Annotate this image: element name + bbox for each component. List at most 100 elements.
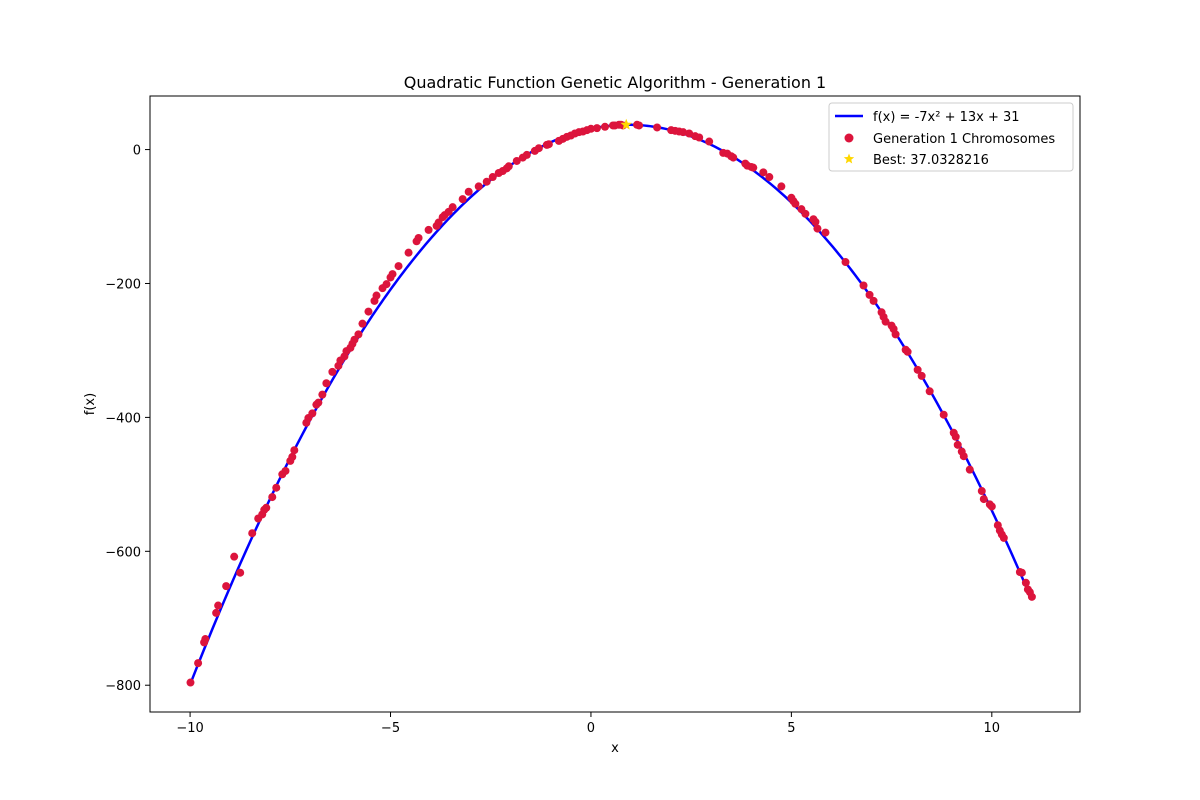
chromosome-point (1017, 568, 1026, 577)
chromosome-point (522, 150, 531, 159)
chromosome-point (482, 177, 491, 186)
chromosome-point (414, 233, 423, 242)
y-tick-label: −600 (105, 545, 141, 560)
chromosome-point (328, 367, 337, 376)
legend-best-swatch (843, 153, 855, 164)
chromosome-point (404, 248, 413, 257)
chromosome-point (917, 371, 926, 380)
y-tick-label: −400 (105, 411, 141, 426)
chromosome-point (322, 379, 331, 388)
chromosome-point (999, 533, 1008, 542)
chromosome-point (977, 487, 986, 496)
chromosome-point (354, 330, 363, 339)
plot-area (186, 118, 1036, 687)
chromosome-point (679, 128, 688, 137)
x-axis: −10 −5 0 5 10 (176, 712, 1000, 736)
y-tick-label: −800 (105, 679, 141, 694)
chromosome-point (749, 163, 758, 172)
chromosome-point (534, 144, 543, 153)
chromosome-point (759, 168, 768, 177)
chromosome-point (272, 483, 281, 492)
chromosome-point (925, 387, 934, 396)
chromosome-point (729, 153, 738, 162)
best-point (620, 118, 632, 130)
chromosome-point (865, 290, 874, 299)
chromosome-point (364, 307, 373, 316)
chromosome-point (959, 452, 968, 461)
chromosome-point (869, 296, 878, 305)
chromosome-point (953, 440, 962, 449)
chromosome-point (288, 452, 297, 461)
chromosome-point (1027, 592, 1036, 601)
y-axis-label: f(x) (83, 393, 98, 415)
legend-best-label: Best: 37.0328216 (873, 153, 989, 168)
chromosome-point (791, 199, 800, 208)
chart-title: Quadratic Function Genetic Algorithm - G… (404, 73, 826, 92)
x-tick-label: −5 (381, 721, 400, 736)
chromosome-point (685, 129, 694, 138)
chromosome-points (186, 120, 1036, 687)
chromosome-point (230, 552, 239, 561)
legend-curve-label: f(x) = -7x² + 13x + 31 (873, 110, 1020, 125)
chromosome-point (913, 365, 922, 374)
legend-chromosome-label: Generation 1 Chromosomes (873, 132, 1055, 147)
chromosome-point (695, 133, 704, 142)
plot-frame (149, 95, 1081, 713)
chromosome-point (222, 582, 231, 591)
chromosome-point (987, 502, 996, 511)
chromosome-point (592, 124, 601, 133)
chromosome-point (811, 217, 820, 226)
chromosome-point (841, 258, 850, 267)
chromosome-point (903, 347, 912, 356)
chromosome-point (314, 398, 323, 407)
x-tick-label: 10 (984, 721, 1001, 736)
chromosome-point (290, 446, 299, 455)
chromosome-point (653, 123, 662, 132)
chromosome-point (281, 466, 290, 475)
chromosome-point (474, 182, 483, 191)
chromosome-point (600, 122, 609, 131)
chromosome-point (186, 678, 195, 687)
chromosome-point (262, 503, 271, 512)
chromosome-point (765, 173, 774, 182)
y-axis: −800 −600 −400 −200 0 (105, 144, 150, 694)
chromosome-point (214, 601, 223, 610)
x-tick-label: 5 (787, 721, 795, 736)
chromosome-point (939, 410, 948, 419)
chromosome-point (965, 465, 974, 474)
chromosome-point (394, 262, 403, 271)
chromosome-point (236, 568, 245, 577)
chromosome-point (212, 608, 221, 617)
chromosome-point (201, 635, 210, 644)
chromosome-point (458, 195, 467, 204)
chromosome-point (586, 124, 595, 133)
chromosome-point (372, 291, 381, 300)
x-tick-label: −10 (176, 721, 203, 736)
chromosome-point (1021, 578, 1030, 587)
chromosome-point (512, 156, 521, 165)
chromosome-point (424, 225, 433, 234)
chromosome-point (979, 495, 988, 504)
chromosome-point (504, 162, 513, 171)
chromosome-point (544, 140, 553, 149)
chromosome-point (318, 390, 327, 399)
chromosome-point (388, 270, 397, 279)
chromosome-point (777, 182, 786, 191)
chromosome-point (488, 173, 497, 182)
chromosome-point (951, 432, 960, 441)
chromosome-point (705, 137, 714, 146)
legend-box (828, 102, 1074, 172)
chromosome-point (891, 330, 900, 339)
chromosome-point (448, 203, 457, 212)
legend: f(x) = -7x² + 13x + 31 Generation 1 Chro… (828, 102, 1074, 172)
chromosome-point (358, 319, 367, 328)
chromosome-point (821, 228, 830, 237)
chromosome-point (881, 317, 890, 326)
chromosome-point (859, 281, 868, 290)
legend-chromosome-swatch (844, 133, 854, 143)
chromosome-point (801, 209, 810, 218)
y-tick-label: −200 (105, 277, 141, 292)
y-tick-label: 0 (133, 144, 141, 159)
chromosome-point (813, 224, 822, 233)
